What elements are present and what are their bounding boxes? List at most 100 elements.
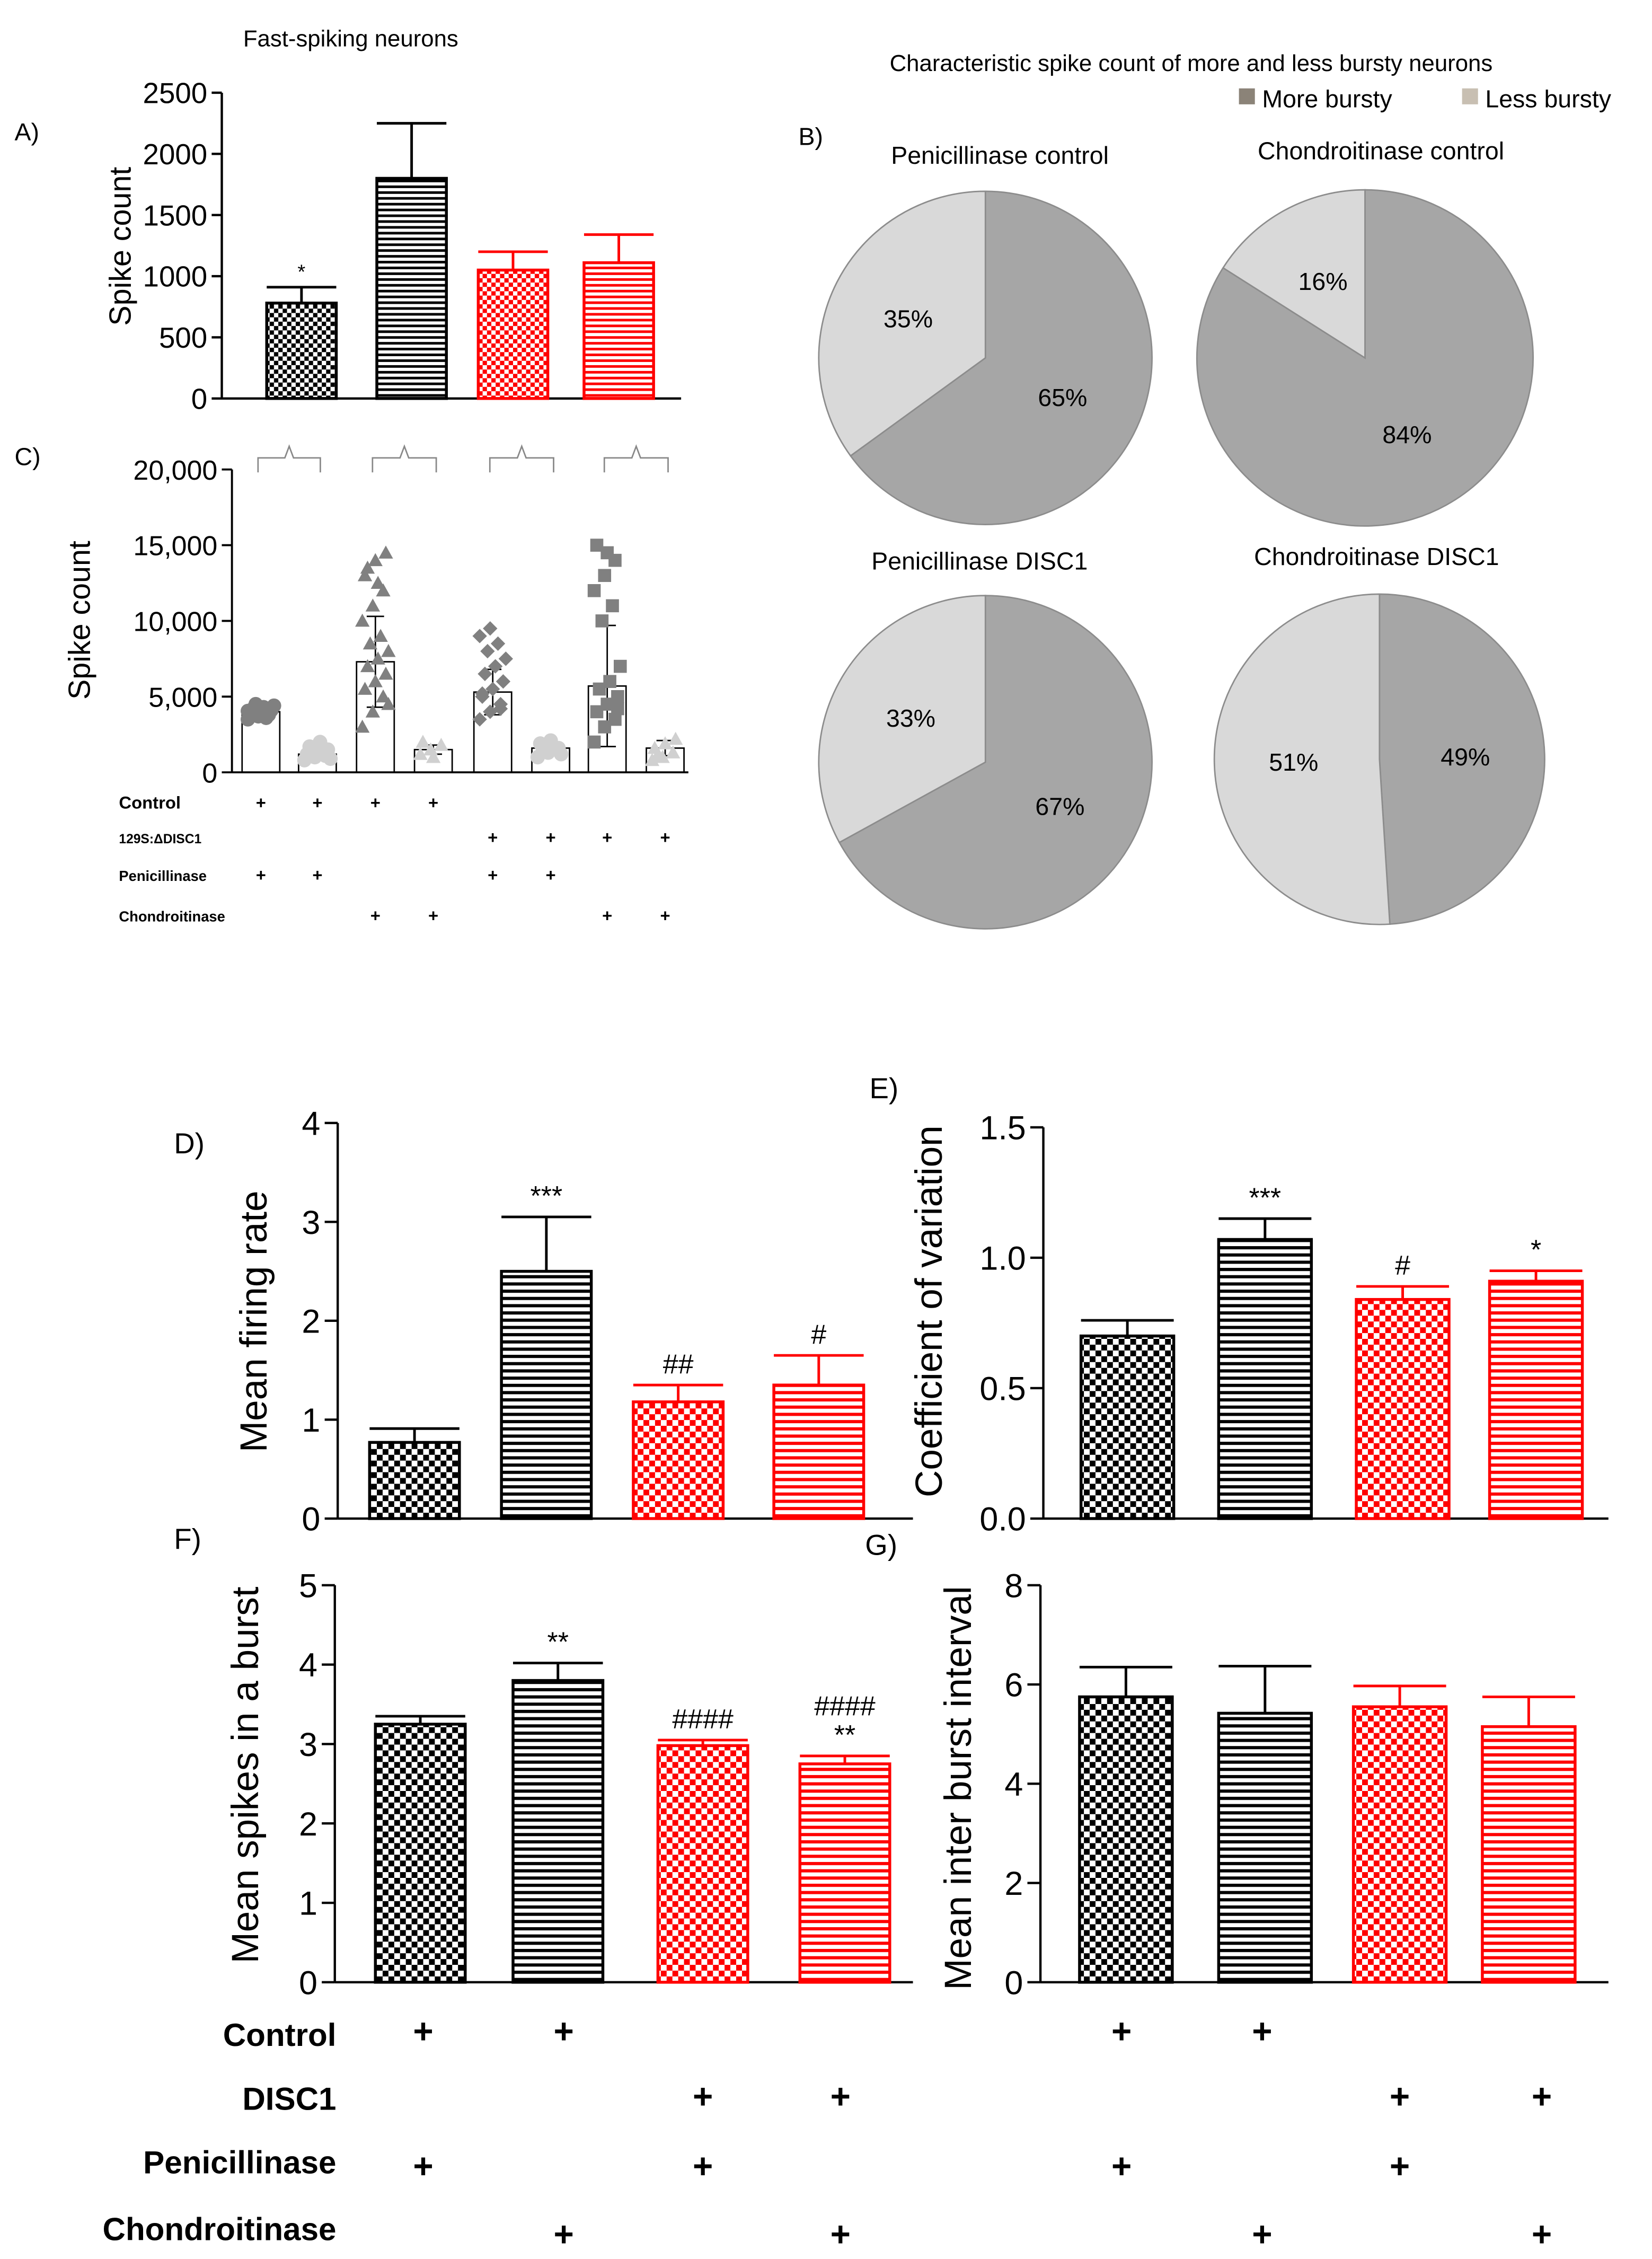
condition-c-row-label: 129S:ΔDISC1	[119, 832, 201, 846]
scatter-point	[378, 545, 393, 559]
bar-a-3	[476, 268, 550, 400]
chart-g-ytick-label: 8	[1004, 1567, 1023, 1604]
condition-c-plus: +	[428, 906, 438, 925]
scatter-point	[483, 704, 498, 719]
significance-label-d: #	[811, 1319, 826, 1350]
chart-a-ytick-label: 2000	[143, 138, 208, 171]
pie-1-label-more: 65%	[1038, 384, 1087, 411]
scatter-point	[368, 674, 383, 687]
chart-d-ylabel: Mean firing rate	[233, 1190, 275, 1452]
scatter-point	[598, 569, 612, 583]
scatter-point	[587, 735, 601, 749]
scatter-point	[472, 712, 487, 727]
bar-d-2	[500, 1269, 593, 1520]
chart-f-ytick-label: 3	[299, 1726, 317, 1763]
scatter-point	[370, 576, 385, 589]
condition-plus-right: +	[1390, 2147, 1410, 2185]
scatter-point	[267, 698, 281, 713]
chart-b-title: Characteristic spike count of more and l…	[890, 50, 1493, 76]
scatter-point	[611, 690, 624, 703]
chart-d-ytick-label: 3	[302, 1204, 320, 1241]
condition-c-plus: +	[256, 865, 266, 885]
condition-plus-right: +	[1111, 2012, 1132, 2051]
bar-f-2	[511, 1679, 605, 1984]
pie-3-label-more: 67%	[1035, 793, 1084, 820]
chart-e-ylabel: Coefficient of variation	[908, 1125, 950, 1497]
chart-e-ytick-label: 0.5	[979, 1371, 1026, 1408]
condition-plus-right: +	[1111, 2147, 1132, 2185]
chart-d-ytick-label: 4	[302, 1105, 320, 1142]
condition-c-plus: +	[602, 906, 612, 925]
chart-f-ytick-label: 1	[299, 1885, 317, 1922]
scatter-point	[650, 748, 665, 762]
condition-plus-left: +	[831, 2077, 851, 2116]
condition-plus-left: +	[554, 2214, 574, 2253]
legend-less-swatch	[1462, 88, 1478, 104]
panel-label-g: G)	[865, 1529, 897, 1561]
pie-4-label-more: 49%	[1441, 743, 1490, 771]
bar-d-3	[632, 1400, 725, 1520]
scatter-point	[360, 659, 375, 673]
scatter-point	[554, 747, 569, 762]
scatter-point	[365, 704, 381, 718]
scatter-point	[357, 568, 373, 581]
bar-g-3	[1351, 1705, 1448, 1984]
pie-1-slice-less	[818, 190, 986, 457]
chart-d-ytick-label: 0	[302, 1501, 320, 1538]
scatter-point	[603, 675, 616, 689]
scatter-point	[381, 643, 396, 657]
bar-e-4	[1488, 1279, 1584, 1520]
significance-label-f: **	[834, 1720, 855, 1751]
scatter-point	[323, 751, 338, 766]
bar-e-2	[1217, 1238, 1313, 1520]
panel-e-chart: E) Coefficient of variation 0.0 0.5 1.0 1.5…	[870, 1072, 1609, 1538]
condition-plus-right: +	[1532, 2077, 1552, 2116]
condition-c-row-label: Control	[119, 792, 181, 812]
error-bar-d-3	[633, 1383, 723, 1402]
bar-g-1	[1078, 1695, 1174, 1984]
chart-d-ytick-label: 2	[302, 1303, 320, 1340]
chart-g-ytick-label: 2	[1004, 1865, 1023, 1902]
scatter-point	[360, 560, 375, 574]
panel-b-pies: B) Characteristic spike count of more an…	[799, 50, 1612, 930]
condition-c-plus: +	[428, 792, 438, 812]
scatter-point	[259, 710, 273, 725]
scatter-point	[357, 682, 373, 695]
bar-g-2	[1217, 1711, 1313, 1984]
scatter-point	[381, 696, 396, 710]
scatter-point	[666, 745, 681, 758]
bar-a-2	[375, 177, 448, 400]
pie-3-slice-less	[818, 595, 986, 844]
error-bar-a-3	[478, 250, 548, 270]
condition-c-plus: +	[370, 792, 381, 812]
error-bar-a-1	[267, 286, 337, 303]
bar-e-3	[1355, 1298, 1451, 1520]
group-bracket	[257, 444, 321, 473]
pie-2-slice-less	[1222, 189, 1366, 359]
chart-a-ylabel: Spike count	[103, 167, 137, 326]
chart-f-ytick-label: 4	[299, 1647, 317, 1684]
group-bracket	[489, 444, 554, 473]
bar-a-4	[582, 261, 655, 400]
scatter-point	[472, 629, 487, 643]
bar-f-4	[798, 1762, 891, 1984]
chart-a-ytick-label: 1500	[143, 199, 208, 232]
bar-f-3	[656, 1744, 749, 1984]
scatter-point	[668, 731, 683, 745]
condition-row-penicillinase: Penicillinase	[143, 2145, 336, 2181]
condition-plus-right: +	[1390, 2077, 1410, 2116]
error-bar-e-2	[1218, 1217, 1312, 1240]
condition-plus-left: +	[554, 2012, 574, 2051]
pie-3-title: Penicillinase DISC1	[871, 547, 1088, 575]
scatter-point	[475, 686, 490, 701]
pie-4-title: Chondroitinase DISC1	[1254, 543, 1499, 570]
scatter-point	[363, 636, 378, 650]
condition-table: Control DISC1 Penicillinase Chondroitina…	[103, 2012, 1552, 2254]
condition-c-plus: +	[602, 827, 612, 847]
pie-3-slice-more	[838, 595, 1153, 930]
panel-label-b: B)	[799, 122, 823, 150]
chart-a-ytick-label: 2500	[143, 77, 208, 110]
